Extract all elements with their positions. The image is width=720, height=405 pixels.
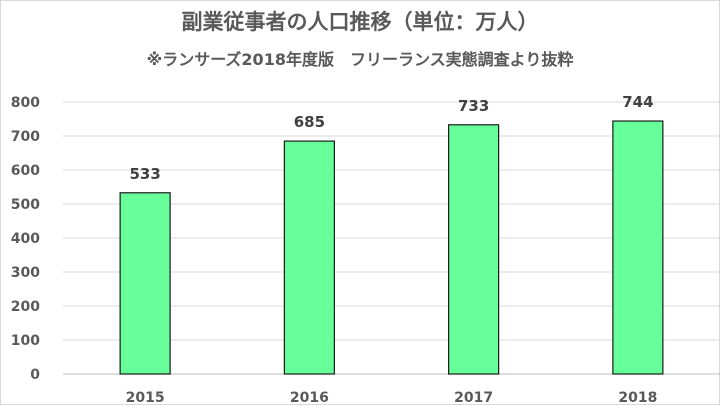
y-tick-label: 500: [11, 197, 40, 213]
data-label: 533: [129, 165, 160, 183]
y-tick-label: 800: [11, 95, 40, 111]
bar: [612, 120, 664, 375]
data-label: 733: [458, 97, 489, 115]
x-tick-label: 2018: [618, 390, 657, 405]
bar: [283, 140, 335, 375]
x-tick-label: 2016: [290, 390, 329, 405]
data-label: 744: [622, 93, 653, 111]
chart-subtitle: ※ランサーズ2018年度版 フリーランス実態調査より抜粋: [146, 50, 574, 69]
y-tick-label: 300: [11, 265, 40, 281]
y-tick-label: 700: [11, 129, 40, 145]
y-tick-label: 400: [11, 231, 40, 247]
bar: [119, 192, 171, 375]
y-tick-label: 0: [30, 367, 40, 383]
bar: [448, 124, 500, 375]
chart-title: 副業従事者の人口推移（単位：万人）: [181, 10, 539, 34]
x-tick-label: 2017: [454, 390, 493, 405]
y-tick-label: 200: [11, 299, 40, 315]
y-tick-label: 600: [11, 163, 40, 179]
x-tick-label: 2015: [126, 390, 165, 405]
data-label: 685: [294, 113, 325, 131]
y-tick-label: 100: [11, 333, 40, 349]
